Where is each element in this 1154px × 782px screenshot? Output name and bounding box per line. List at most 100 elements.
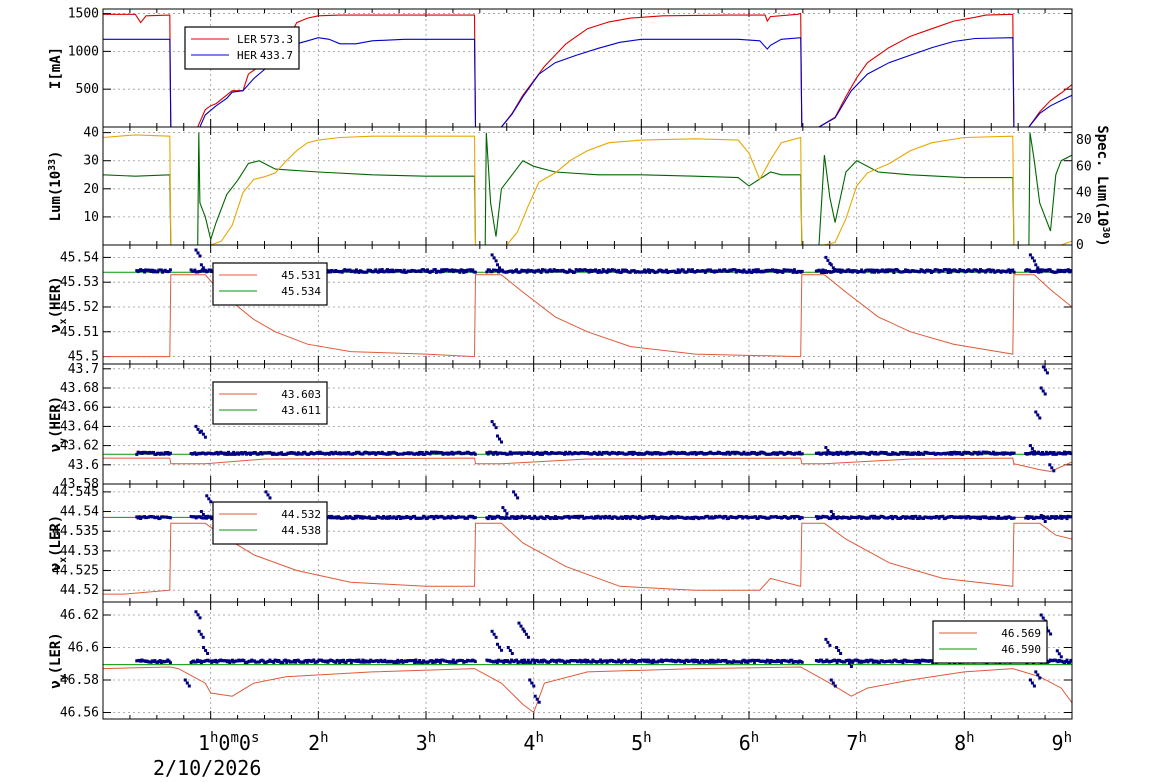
tune-point	[473, 270, 477, 274]
y-tick-label: 44.54	[60, 505, 99, 520]
tune-point	[450, 660, 454, 664]
tune-point	[344, 661, 348, 664]
legend-value: 44.538	[281, 524, 321, 537]
tune-point	[821, 268, 825, 272]
tune-point	[746, 270, 750, 274]
tune-point	[491, 452, 495, 456]
tune-point	[354, 268, 358, 272]
tune-point	[820, 271, 824, 274]
tune-point	[552, 517, 556, 520]
tune-spike-point	[1045, 371, 1049, 375]
tune-point	[741, 270, 745, 274]
tune-point	[829, 517, 833, 521]
y-tick-label: 44.545	[52, 485, 99, 500]
tune-point	[168, 661, 172, 665]
tune-point	[401, 270, 405, 274]
y-tick-label: 45.51	[60, 325, 99, 340]
tune-spike-point	[498, 266, 501, 270]
tune-point	[528, 515, 532, 519]
tune-spike-point	[492, 632, 496, 636]
tune-spike-point	[199, 632, 203, 636]
tune-point	[1052, 451, 1056, 454]
tune-point	[357, 658, 361, 662]
tune-point	[431, 515, 435, 519]
y-tick-label: 46.62	[60, 608, 99, 623]
series-line-2	[103, 134, 1072, 245]
tune-point	[980, 452, 984, 456]
tune-point	[871, 268, 875, 272]
tune-point	[630, 450, 634, 454]
tune-point	[724, 452, 728, 456]
tune-point	[668, 452, 672, 456]
tune-point	[741, 452, 745, 456]
tune-point	[198, 659, 202, 663]
tune-spike-point	[266, 493, 270, 497]
tune-point	[628, 517, 632, 521]
legend-value: 43.603	[281, 388, 321, 401]
tune-point	[1065, 658, 1069, 662]
y-axis-label: I[mA]	[48, 47, 64, 89]
tune-spike-point	[512, 490, 516, 494]
tune-point	[698, 660, 702, 664]
y-tick-label: 44.525	[52, 564, 99, 579]
tune-point	[995, 516, 999, 520]
tune-point	[870, 658, 874, 662]
tune-point	[991, 450, 995, 454]
tune-spike-point	[183, 678, 187, 682]
tune-point	[900, 659, 904, 663]
tune-point	[871, 516, 875, 520]
tune-point	[414, 658, 418, 662]
tune-point	[917, 658, 920, 662]
tune-spike-point	[206, 652, 210, 655]
x-tick-label: 4h	[523, 730, 543, 755]
tune-point	[839, 270, 843, 274]
tune-spike-point	[198, 616, 202, 620]
tune-point	[281, 661, 285, 664]
legend-value: 573.3	[260, 33, 293, 46]
tune-point	[792, 268, 796, 272]
tune-point	[471, 268, 475, 272]
tune-point	[208, 515, 212, 519]
tune-spike-point	[490, 629, 494, 633]
legend-value: 44.532	[281, 508, 321, 521]
tune-point	[583, 658, 587, 662]
tune-point	[891, 660, 895, 664]
tune-point	[586, 269, 590, 272]
panel-frame	[102, 601, 1073, 720]
tune-point	[595, 516, 599, 520]
tune-spike-point	[500, 648, 503, 652]
tune-point	[438, 270, 442, 274]
tune-point	[374, 516, 378, 520]
tune-spike-point	[833, 269, 837, 273]
tune-point	[915, 452, 919, 456]
tune-spike-point	[1034, 410, 1038, 414]
tune-point	[721, 516, 725, 520]
tune-point	[645, 660, 649, 664]
tune-point	[701, 659, 705, 663]
tune-point	[502, 660, 506, 664]
tune-point	[643, 268, 647, 272]
tune-spike-point	[839, 652, 843, 655]
legend-box	[212, 381, 328, 425]
tune-point	[865, 658, 869, 662]
tune-point	[521, 661, 525, 664]
tune-spike-point	[194, 248, 198, 252]
tune-point	[525, 660, 529, 664]
tune-point	[922, 452, 926, 456]
tune-point	[948, 268, 951, 272]
tune-points	[135, 365, 1072, 473]
tune-point	[342, 658, 345, 662]
tune-point	[451, 658, 455, 662]
tune-point	[214, 658, 218, 662]
tune-point	[1070, 451, 1072, 455]
tune-spike-point	[1039, 386, 1043, 390]
tune-point	[420, 516, 424, 520]
tune-point	[348, 658, 352, 662]
y-axis-label: νx(HER)	[48, 276, 69, 333]
tune-point	[831, 270, 835, 273]
tune-point	[596, 452, 600, 456]
tune-point	[397, 515, 401, 518]
tune-point	[441, 270, 445, 274]
